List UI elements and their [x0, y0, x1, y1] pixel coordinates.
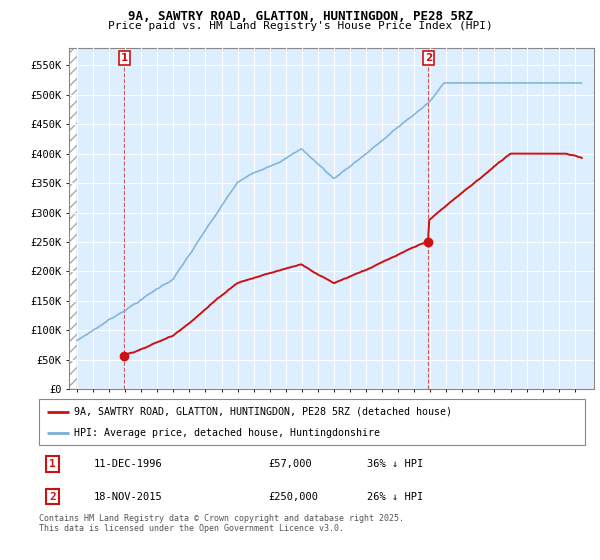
Text: 9A, SAWTRY ROAD, GLATTON, HUNTINGDON, PE28 5RZ: 9A, SAWTRY ROAD, GLATTON, HUNTINGDON, PE… [128, 10, 473, 23]
Text: 11-DEC-1996: 11-DEC-1996 [94, 459, 163, 469]
Text: £57,000: £57,000 [268, 459, 312, 469]
Text: 36% ↓ HPI: 36% ↓ HPI [367, 459, 423, 469]
Text: 1: 1 [49, 459, 56, 469]
Bar [69, 48, 77, 389]
Text: 2: 2 [49, 492, 56, 502]
Text: 9A, SAWTRY ROAD, GLATTON, HUNTINGDON, PE28 5RZ (detached house): 9A, SAWTRY ROAD, GLATTON, HUNTINGDON, PE… [74, 407, 452, 417]
Text: 18-NOV-2015: 18-NOV-2015 [94, 492, 163, 502]
Text: Price paid vs. HM Land Registry's House Price Index (HPI): Price paid vs. HM Land Registry's House … [107, 21, 493, 31]
Text: HPI: Average price, detached house, Huntingdonshire: HPI: Average price, detached house, Hunt… [74, 428, 380, 438]
Text: 26% ↓ HPI: 26% ↓ HPI [367, 492, 423, 502]
Text: £250,000: £250,000 [268, 492, 319, 502]
Text: 2: 2 [425, 53, 432, 63]
Text: Contains HM Land Registry data © Crown copyright and database right 2025.
This d: Contains HM Land Registry data © Crown c… [39, 514, 404, 534]
Text: 1: 1 [121, 53, 128, 63]
